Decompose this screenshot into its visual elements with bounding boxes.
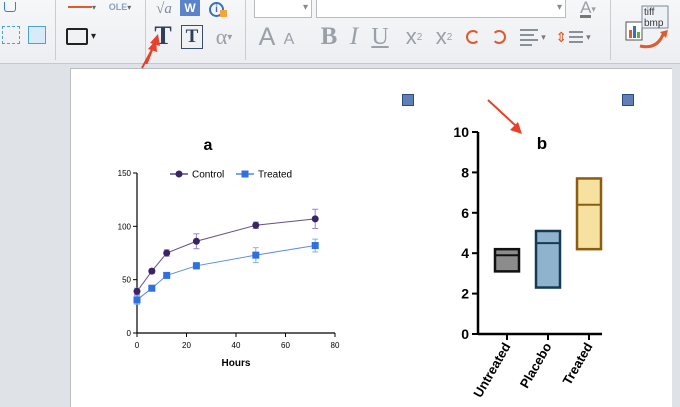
rotate-right-icon[interactable] [488,26,510,48]
ribbon-divider [245,0,246,60]
select-objects-icon[interactable] [0,24,22,46]
word-object-icon[interactable]: W [180,0,200,16]
chart-a-point [133,287,141,295]
chart-a-series-line [136,218,316,292]
textbox-tool-button[interactable]: T [178,24,206,50]
chart-a-legend-label: Control [192,170,224,181]
underline-button[interactable]: U [368,24,392,50]
chart-a-y-tick-label: 100 [118,222,132,231]
chart-a-x-tick-label: 0 [135,341,140,350]
italic-button[interactable]: I [344,23,364,50]
chart-a-point [192,237,200,245]
chart-a-point [192,262,200,270]
chart-a-y-tick-label: 0 [127,329,132,338]
chart-a-legend-marker [175,170,183,178]
chart-a-point [311,242,319,250]
ribbon-toolbar: ▾ OLE ▾ ▾ √a W i T T α ▾ ▾ ▾ A ▾ A [0,0,680,71]
equation-icon[interactable]: √a [150,0,178,18]
chart-a-point [252,221,260,229]
font-name-select[interactable]: ▾ [316,0,566,18]
grow-font-button[interactable]: A [256,22,278,51]
annotation-arrow-icon [487,99,522,134]
arrow-shape-icon[interactable]: ▾ [62,0,102,14]
ribbon-divider [145,0,146,60]
rectangle-tool-icon[interactable]: ▾ [62,26,100,46]
font-color-button[interactable]: A ▾ [580,0,596,18]
annotation-arrow-icon [141,40,157,69]
chart-b-box [575,177,603,251]
subscript-mark: 2 [446,31,453,43]
chart-a-x-tick-label: 20 [182,341,191,350]
chart-b-y-tick-label: 4 [461,245,469,261]
chart-a-y-tick-label: 50 [122,276,131,285]
chart-a-legend-marker [241,170,249,178]
chart-a-point [163,249,171,257]
italic-label: I [349,23,359,50]
sqrt-label: √a [156,0,172,17]
chart-a-point [252,251,260,259]
chart-b-y-tick-label: 2 [461,286,469,302]
insert-object-icon[interactable]: OLE ▾ [108,2,132,12]
chevron-down-icon: ▾ [556,2,562,13]
alpha-label: α [215,24,228,49]
tool-icon[interactable] [0,0,20,14]
layout-page[interactable] [70,68,672,407]
superscript-mark: 2 [416,31,423,43]
underline-label: U [371,23,389,50]
font-size-select[interactable]: ▾ [254,0,312,18]
export-image-icon: tiff bmp [625,5,669,49]
align-text-icon[interactable]: ▾ [516,26,550,48]
chart-b-x-tick-label: Untreated [470,340,513,400]
chart-b-box [534,229,562,289]
symbol-button[interactable]: α ▾ [215,24,233,49]
textbox-tool-label: T [185,26,199,47]
grow-font-label: A [258,22,276,51]
rotate-left-icon[interactable] [462,26,484,48]
chart-a-point [311,215,319,223]
chart-a-point [148,284,156,292]
font-color-label: A [580,0,592,18]
chart-b-x-tick-label: Placebo [517,340,555,391]
export-label-line1: tiff [644,7,655,18]
line-spacing-icon[interactable]: ⇕ ▾ [555,28,591,45]
ribbon-divider [55,0,56,60]
chart-a-xlabel: Hours [222,358,251,369]
subscript-label: x [435,24,447,49]
chart-b-title: b [537,134,547,153]
chart-b-x-tick-label: Treated [559,340,595,388]
bold-button[interactable]: B [316,23,342,50]
chart-b-box [493,247,521,273]
chart-a-x-tick-label: 60 [281,341,290,350]
chart-a-point [163,271,171,279]
chart-a-point [133,296,141,304]
chart-b-y-tick-label: 6 [461,205,469,221]
chart-b[interactable]: b 0 2 4 6 8 10 Untreated Placebo Treated [440,118,640,407]
chart-b-y-tick-label: 0 [461,326,469,342]
export-image-button[interactable]: tiff bmp [620,2,676,58]
info-icon[interactable]: i [206,0,230,18]
shrink-font-button[interactable]: A [280,30,298,50]
resize-handle[interactable] [402,94,414,106]
chart-b-y-tick-label: 8 [461,164,469,180]
chart-a[interactable]: a 0 50 100 150 0 20 40 60 80 Control Treated Hour… [100,126,360,376]
word-label: W [184,1,196,15]
chart-a-x-tick-label: 40 [232,341,241,350]
chart-a-title: a [204,137,213,154]
chart-a-legend-label: Treated [258,170,292,181]
chart-a-point [148,267,156,275]
group-objects-icon[interactable] [26,24,48,46]
shrink-font-label: A [283,31,295,48]
chart-a-x-tick-label: 80 [331,341,340,350]
bold-label: B [320,23,338,50]
resize-handle[interactable] [622,94,634,106]
export-label-line2: bmp [644,18,664,29]
chart-a-y-tick-label: 150 [118,169,132,178]
ribbon-divider [610,0,611,60]
chevron-down-icon: ▾ [302,2,308,13]
chart-b-y-tick-label: 10 [453,124,469,140]
superscript-label: x [405,24,417,49]
